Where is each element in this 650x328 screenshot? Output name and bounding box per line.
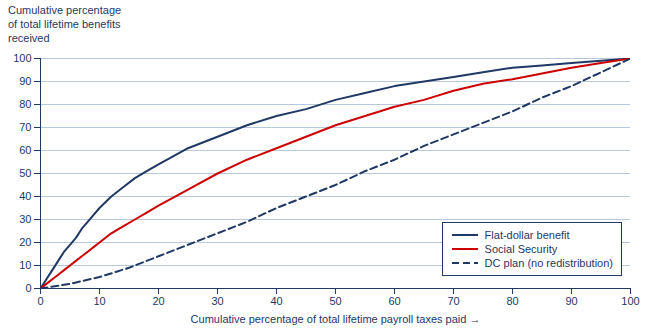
svg-text:70: 70 — [447, 295, 459, 307]
html-text:Social Security: Social Security — [484, 243, 558, 255]
svg-text:70: 70 — [19, 121, 31, 133]
svg-text:90: 90 — [565, 295, 577, 307]
svg-text:60: 60 — [19, 144, 31, 156]
svg-text:0: 0 — [25, 282, 31, 294]
svg-text:0: 0 — [37, 295, 43, 307]
svg-text:60: 60 — [388, 295, 400, 307]
svg-text:90: 90 — [19, 75, 31, 87]
html-text:DC plan (no redistribution): DC plan (no redistribution) — [484, 257, 613, 269]
svg-text:30: 30 — [211, 295, 223, 307]
svg-text:100: 100 — [621, 295, 639, 307]
svg-text:50: 50 — [329, 295, 341, 307]
html-text:Cumulative percentage of total: Cumulative percentage of total lifetime … — [8, 4, 122, 44]
svg-text:20: 20 — [19, 236, 31, 248]
svg-text:80: 80 — [506, 295, 518, 307]
svg-text:10: 10 — [19, 259, 31, 271]
html-text:Flat-dollar benefit: Flat-dollar benefit — [484, 229, 570, 241]
svg-text:Cumulative percentage of total: Cumulative percentage of total lifetime … — [191, 313, 481, 325]
svg-text:80: 80 — [19, 98, 31, 110]
svg-text:20: 20 — [152, 295, 164, 307]
svg-text:40: 40 — [19, 190, 31, 202]
svg-text:10: 10 — [93, 295, 105, 307]
svg-text:100: 100 — [13, 52, 31, 64]
svg-text:40: 40 — [270, 295, 282, 307]
svg-text:50: 50 — [19, 167, 31, 179]
svg-text:30: 30 — [19, 213, 31, 225]
